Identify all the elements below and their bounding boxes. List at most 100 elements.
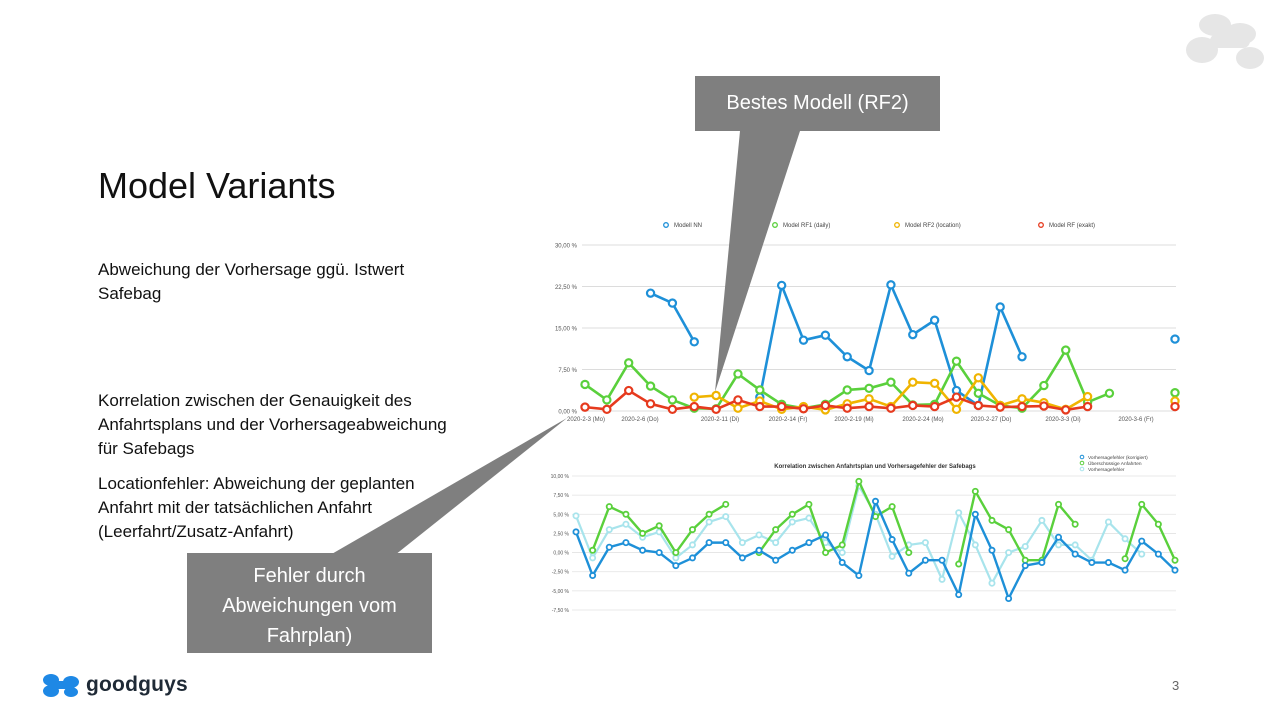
- chart1-data-point: [1017, 401, 1027, 412]
- chart2-y-tick-label: 2,50 %: [553, 531, 569, 537]
- chart1-y-tick-label: 22,50 %: [555, 285, 578, 291]
- chart2-data-point: [1154, 520, 1162, 528]
- chart1-y-tick-label: 15,00 %: [555, 327, 578, 333]
- chart1-data-point: [929, 315, 940, 325]
- chart1-data-point: [995, 302, 1005, 312]
- chart2-data-point: [1121, 535, 1129, 543]
- chart2-title: Korrelation zwischen Anfahrtsplan und Vo…: [774, 464, 976, 470]
- chart2-data-point: [855, 572, 863, 580]
- chart2-data-point: [622, 510, 630, 518]
- chart1-data-point: [951, 356, 962, 366]
- chart2-data-point: [805, 514, 813, 522]
- chart1-x-tick-label: 2020-3-6 (Fr): [1118, 417, 1153, 423]
- chart1-legend-marker: [663, 222, 669, 228]
- chart2-data-point: [988, 546, 996, 554]
- chart1-data-point: [689, 401, 699, 412]
- chart2-data-point: [672, 562, 680, 570]
- chart2-data-point: [805, 539, 813, 547]
- chart1-data-point: [1104, 388, 1115, 398]
- chart2-data-point: [605, 543, 613, 551]
- chart2-data-point: [772, 556, 780, 564]
- chart2-data-point: [622, 539, 630, 547]
- chart1-data-point: [1170, 388, 1180, 398]
- chart1-data-point: [1082, 401, 1093, 412]
- chart2-data-point: [688, 554, 696, 562]
- chart1-x-tick-label: 2020-2-3 (Mo): [567, 417, 605, 423]
- chart2-data-point: [788, 518, 796, 526]
- chart1-data-point: [973, 400, 984, 411]
- chart2-data-point: [822, 531, 830, 539]
- chart1-data-point: [733, 395, 743, 405]
- chart1-data-point: [908, 329, 918, 340]
- chart1-data-point: [624, 385, 634, 396]
- chart2-data-point: [822, 549, 830, 557]
- chart2-data-point: [1005, 526, 1013, 534]
- chart2-y-tick-label: -5,00 %: [552, 589, 570, 595]
- chart1-x-tick-label: 2020-2-11 (Di): [701, 417, 739, 423]
- chart2-data-point: [705, 539, 713, 547]
- chart1-data-point: [973, 373, 984, 383]
- chart1-data-point: [886, 377, 896, 387]
- chart2-data-point: [938, 556, 946, 564]
- chart1-data-point: [602, 404, 612, 415]
- chart1-x-tick-label: 2020-2-24 (Mo): [902, 417, 943, 423]
- chart2-data-point: [1021, 542, 1029, 550]
- chart2-data-point: [705, 518, 713, 526]
- chart1-data-point: [973, 388, 984, 398]
- chart2-data-point: [589, 572, 597, 580]
- chart1-data-point: [667, 404, 678, 415]
- chart2-data-point: [971, 510, 979, 518]
- chart2-data-point: [672, 554, 680, 562]
- chart2-data-point: [1104, 518, 1112, 526]
- chart1-data-point: [645, 381, 656, 391]
- chart2-data-point: [1005, 595, 1013, 603]
- chart1-data-point: [624, 358, 634, 368]
- chart1-legend-label: Modell NN: [674, 223, 702, 229]
- chart2-data-point: [1071, 550, 1079, 558]
- chart2-data-point: [605, 503, 613, 511]
- chart1-data-point: [1039, 401, 1049, 411]
- chart2-data-point: [1071, 541, 1079, 549]
- chart1-data-point: [798, 335, 809, 345]
- chart1-data-point: [733, 369, 743, 379]
- chart2-data-point: [1055, 500, 1063, 508]
- chart2-data-point: [589, 554, 597, 562]
- chart2-series-line: [1123, 503, 1177, 561]
- chart1-data-point: [1170, 334, 1180, 344]
- chart2-data-point: [955, 591, 963, 599]
- chart1-x-tick-label: 2020-2-19 (Mi): [834, 417, 873, 423]
- chart2-y-tick-label: -7,50 %: [552, 608, 570, 614]
- chart2-data-point: [838, 549, 846, 557]
- chart2-data-point: [921, 556, 929, 564]
- chart1-data-point: [776, 280, 787, 291]
- chart1-data-point: [820, 400, 831, 411]
- brand-name: goodguys: [86, 673, 188, 696]
- chart1-legend-marker: [1038, 222, 1044, 228]
- brand: goodguys: [42, 672, 188, 698]
- chart1-y-tick-label: 7,50 %: [558, 368, 577, 374]
- chart2-data-point: [639, 546, 647, 554]
- chart2-data-point: [905, 549, 913, 557]
- chart1-data-point: [602, 395, 612, 405]
- chart1-y-tick-label: 0,00 %: [558, 410, 577, 416]
- chart2-data-point: [572, 512, 580, 520]
- chart2-data-point: [1055, 541, 1063, 549]
- chart2-data-point: [1171, 556, 1179, 564]
- chart2-data-point: [755, 531, 763, 539]
- chart2-data-point: [1171, 566, 1179, 574]
- chart2-data-point: [772, 526, 780, 534]
- chart2-data-point: [1154, 550, 1162, 558]
- chart2-data-point: [1138, 550, 1146, 558]
- chart1-data-point: [1039, 380, 1049, 391]
- chart2-data-point: [1121, 566, 1129, 574]
- chart2-data-point: [888, 552, 896, 560]
- deviation-text: Abweichung der Vorhersage ggü. Istwert S…: [98, 260, 405, 303]
- chart1-x-tick-label: 2020-3-3 (Di): [1045, 417, 1080, 423]
- chart2-data-point: [1104, 559, 1112, 567]
- chart1-legend-label: Model RF2 (location): [905, 223, 961, 229]
- chart2-data-point: [905, 569, 913, 577]
- chart1-legend-label: Model RF (exakt): [1049, 223, 1095, 229]
- chart1-data-point: [864, 394, 874, 404]
- chart1-y-tick-label: 30,00 %: [555, 244, 578, 250]
- chart2-data-point: [1088, 559, 1096, 567]
